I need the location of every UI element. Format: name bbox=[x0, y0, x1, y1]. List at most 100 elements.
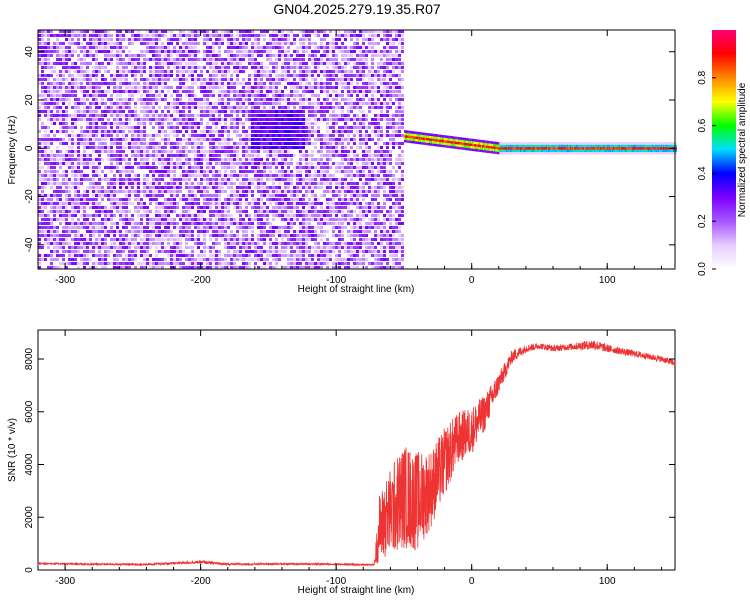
heatmap-cell bbox=[335, 154, 338, 157]
heatmap-cell bbox=[182, 194, 185, 197]
heatmap-cell bbox=[257, 214, 260, 217]
heatmap-cell bbox=[182, 166, 185, 169]
heatmap-cell bbox=[44, 130, 47, 133]
heatmap-cell bbox=[92, 194, 95, 197]
heatmap-cell bbox=[137, 154, 140, 157]
heatmap-cell bbox=[308, 34, 311, 37]
heatmap-cell bbox=[41, 230, 44, 233]
heatmap-cell bbox=[179, 230, 182, 233]
heatmap-cell bbox=[80, 58, 83, 61]
heatmap-cell bbox=[98, 262, 101, 265]
heatmap-cell bbox=[59, 42, 62, 45]
heatmap-cell bbox=[131, 74, 134, 77]
heatmap-cell bbox=[107, 214, 110, 217]
heatmap-cell bbox=[101, 126, 104, 129]
heatmap-cell bbox=[38, 194, 41, 197]
heatmap-cell bbox=[281, 238, 284, 241]
heatmap-cell bbox=[179, 70, 182, 73]
heatmap-cell bbox=[71, 122, 74, 125]
heatmap-cell bbox=[302, 98, 305, 101]
heatmap-cell bbox=[218, 58, 221, 61]
heatmap-cell bbox=[272, 86, 275, 89]
heatmap-cell bbox=[185, 126, 188, 129]
heatmap-cell bbox=[89, 118, 92, 121]
heatmap-cell bbox=[59, 138, 62, 141]
heatmap-cell bbox=[185, 122, 188, 125]
heatmap-cell bbox=[314, 178, 317, 181]
heatmap-cell bbox=[149, 242, 152, 245]
heatmap-cell bbox=[254, 242, 257, 245]
heatmap-cell bbox=[275, 142, 278, 145]
heatmap-cell bbox=[206, 54, 209, 57]
heatmap-cell bbox=[308, 210, 311, 213]
heatmap-cell bbox=[206, 230, 209, 233]
heatmap-cell bbox=[164, 146, 167, 149]
heatmap-cell bbox=[236, 230, 239, 233]
heatmap-cell bbox=[155, 262, 158, 265]
heatmap-cell bbox=[251, 62, 254, 65]
heatmap-cell bbox=[236, 146, 239, 149]
heatmap-cell bbox=[293, 130, 296, 133]
heatmap-cell bbox=[311, 134, 314, 137]
heatmap-cell bbox=[338, 66, 341, 69]
heatmap-cell bbox=[284, 130, 287, 133]
heatmap-cell bbox=[341, 166, 344, 169]
heatmap-cell bbox=[38, 58, 41, 61]
heatmap-cell bbox=[104, 238, 107, 241]
heatmap-cell bbox=[260, 234, 263, 237]
heatmap-cell bbox=[215, 194, 218, 197]
heatmap-cell bbox=[152, 58, 155, 61]
heatmap-cell bbox=[170, 230, 173, 233]
heatmap-cell bbox=[248, 246, 251, 249]
heatmap-cell bbox=[173, 50, 176, 53]
heatmap-cell bbox=[104, 114, 107, 117]
heatmap-cell bbox=[263, 82, 266, 85]
heatmap-cell bbox=[155, 246, 158, 249]
heatmap-cell bbox=[338, 114, 341, 117]
heatmap-cell bbox=[338, 134, 341, 137]
heatmap-cell bbox=[149, 46, 152, 49]
heatmap-cell bbox=[200, 218, 203, 221]
heatmap-cell bbox=[68, 54, 71, 57]
heatmap-cell bbox=[191, 246, 194, 249]
heatmap-cell bbox=[344, 114, 347, 117]
heatmap-cell bbox=[71, 66, 74, 69]
heatmap-cell bbox=[284, 74, 287, 77]
heatmap-cell bbox=[53, 234, 56, 237]
heatmap-cell bbox=[245, 258, 248, 261]
heatmap-cell bbox=[71, 174, 74, 177]
heatmap-cell bbox=[242, 178, 245, 181]
heatmap-cell bbox=[197, 154, 200, 157]
heatmap-cell bbox=[281, 206, 284, 209]
heatmap-cell bbox=[260, 258, 263, 261]
heatmap-cell bbox=[287, 54, 290, 57]
heatmap-cell bbox=[113, 42, 116, 45]
heatmap-cell bbox=[65, 78, 68, 81]
heatmap-cell bbox=[206, 198, 209, 201]
heatmap-cell bbox=[257, 162, 260, 165]
heatmap-cell bbox=[92, 82, 95, 85]
heatmap-cell bbox=[59, 78, 62, 81]
heatmap-cell bbox=[305, 210, 308, 213]
heatmap-cell bbox=[59, 158, 62, 161]
heatmap-cell bbox=[212, 118, 215, 121]
heatmap-cell bbox=[134, 242, 137, 245]
heatmap-cell bbox=[86, 198, 89, 201]
heatmap-cell bbox=[140, 154, 143, 157]
heatmap-cell bbox=[341, 230, 344, 233]
heatmap-cell bbox=[251, 258, 254, 261]
heatmap-cell bbox=[65, 58, 68, 61]
heatmap-cell bbox=[314, 62, 317, 65]
heatmap-cell bbox=[167, 254, 170, 257]
heatmap-cell bbox=[104, 214, 107, 217]
heatmap-cell bbox=[305, 218, 308, 221]
heatmap-cell bbox=[266, 154, 269, 157]
heatmap-cell bbox=[98, 226, 101, 229]
heatmap-cell bbox=[287, 138, 290, 141]
heatmap-cell bbox=[305, 178, 308, 181]
heatmap-cell bbox=[143, 38, 146, 41]
heatmap-cell bbox=[308, 30, 311, 33]
heatmap-cell bbox=[188, 138, 191, 141]
heatmap-cell bbox=[308, 206, 311, 209]
heatmap-cell bbox=[185, 206, 188, 209]
